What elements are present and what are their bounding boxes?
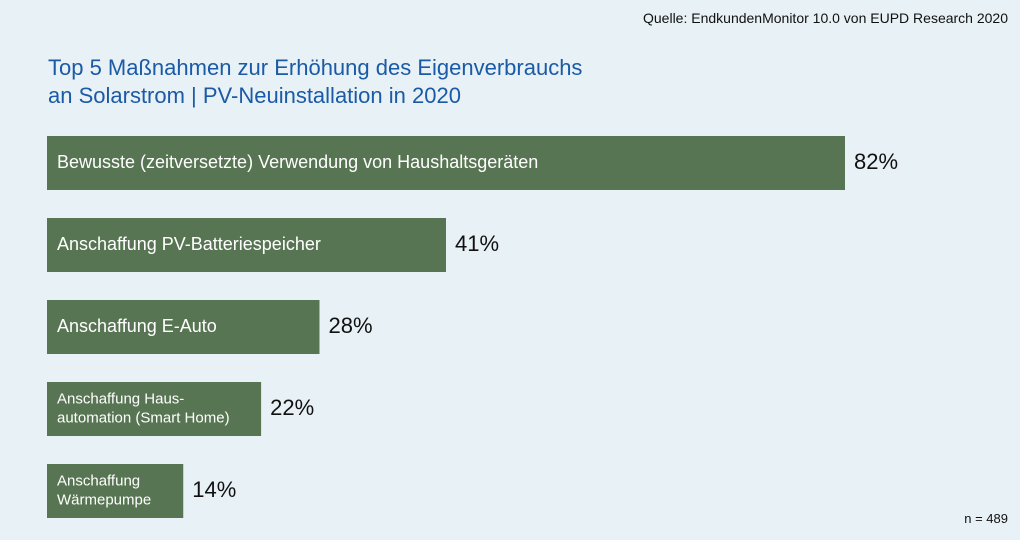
bar-label-4: Anschaffung Wärmepumpe	[57, 472, 151, 508]
sample-size-label: n = 489	[964, 511, 1008, 526]
value-label-1: 41%	[455, 231, 499, 256]
bar-2	[47, 300, 320, 354]
chart-title: Top 5 Maßnahmen zur Erhöhung des Eigenve…	[48, 54, 582, 110]
bar-label-2-line-0: Anschaffung E-Auto	[57, 316, 217, 336]
bar-label-3-line-0: Anschaffung Haus-	[57, 390, 184, 407]
chart-title-line-1: Top 5 Maßnahmen zur Erhöhung des Eigenve…	[48, 55, 583, 80]
bar-0	[47, 136, 845, 190]
value-label-4: 14%	[192, 477, 236, 502]
bar-label-4-line-0: Anschaffung	[57, 472, 140, 489]
bar-label-0: Bewusste (zeitversetzte) Verwendung von …	[57, 152, 538, 172]
bar-4	[47, 464, 184, 518]
bar-label-3-line-1: automation (Smart Home)	[57, 409, 230, 426]
value-label-2: 28%	[328, 313, 372, 338]
bar-label-2: Anschaffung E-Auto	[57, 316, 217, 336]
bar-label-4-line-1: Wärmepumpe	[57, 491, 151, 508]
value-label-3: 22%	[270, 395, 314, 420]
source-note: Quelle: EndkundenMonitor 10.0 von EUPD R…	[643, 10, 1008, 26]
bar-3	[47, 382, 262, 436]
value-label-0: 82%	[854, 149, 898, 174]
bar-label-1-line-0: Anschaffung PV-Batteriespeicher	[57, 234, 321, 254]
bar-label-1: Anschaffung PV-Batteriespeicher	[57, 234, 321, 254]
chart-title-line-2: an Solarstrom | PV-Neuinstallation in 20…	[48, 83, 461, 108]
bar-1	[47, 218, 446, 272]
bar-label-3: Anschaffung Haus-automation (Smart Home)	[57, 390, 230, 426]
bar-label-0-line-0: Bewusste (zeitversetzte) Verwendung von …	[57, 152, 538, 172]
